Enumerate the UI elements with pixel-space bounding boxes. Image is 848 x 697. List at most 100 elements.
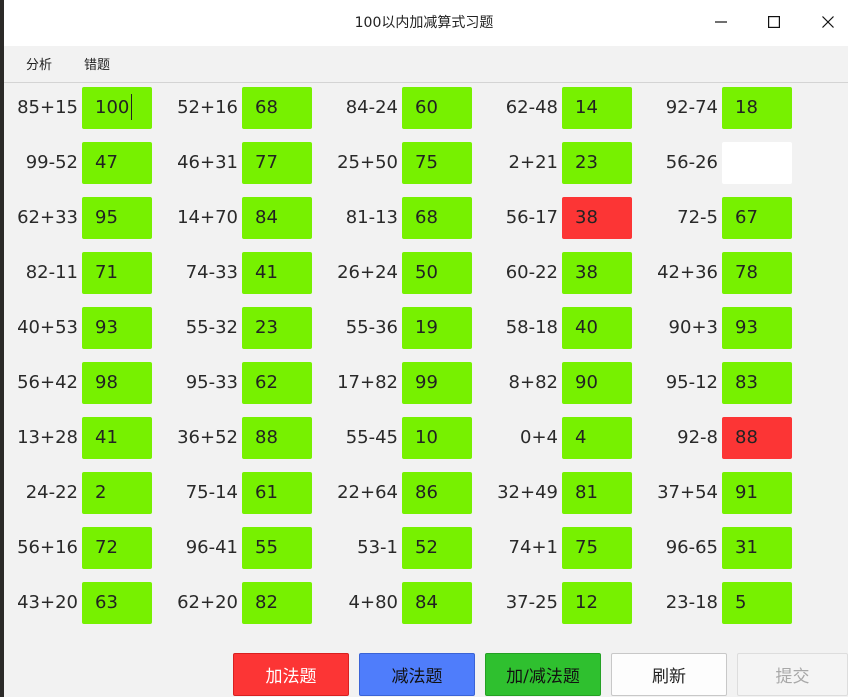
answer-field[interactable]: 19 — [402, 307, 472, 349]
answer-field[interactable]: 38 — [562, 252, 632, 294]
minimize-button[interactable] — [694, 0, 748, 44]
window-title: 100以内加减算式习题 — [354, 15, 494, 31]
maximize-button[interactable] — [747, 0, 801, 44]
problem-expression: 25+50 — [337, 152, 398, 173]
answer-field[interactable]: 84 — [242, 197, 312, 239]
answer-field[interactable]: 5 — [722, 582, 792, 624]
answer-field[interactable]: 23 — [242, 307, 312, 349]
problem-cell: 24-22 2 — [4, 471, 164, 515]
answer-field[interactable]: 4 — [562, 417, 632, 459]
problem-expression: 23-18 — [665, 592, 718, 613]
problem-expression: 22+64 — [337, 482, 398, 503]
answer-field[interactable]: 82 — [242, 582, 312, 624]
mixed-button[interactable]: 加/减法题 — [485, 653, 601, 696]
problem-cell: 75-14 61 — [164, 471, 324, 515]
problem-expression: 40+53 — [17, 317, 78, 338]
problem-expression: 55-32 — [185, 317, 238, 338]
answer-field[interactable]: 88 — [722, 417, 792, 459]
addition-button[interactable]: 加法题 — [233, 653, 349, 696]
answer-field[interactable]: 67 — [722, 197, 792, 239]
answer-field[interactable]: 68 — [242, 87, 312, 129]
title-bar: 100以内加减算式习题 — [4, 0, 848, 46]
problem-expression: 4+80 — [348, 592, 398, 613]
problem-expression: 13+28 — [17, 427, 78, 448]
answer-field[interactable]: 84 — [402, 582, 472, 624]
subtraction-button[interactable]: 减法题 — [359, 653, 475, 696]
answer-field[interactable]: 14 — [562, 87, 632, 129]
answer-field[interactable]: 75 — [562, 527, 632, 569]
problem-cell: 99-52 47 — [4, 141, 164, 185]
answer-field[interactable]: 50 — [402, 252, 472, 294]
answer-field[interactable]: 75 — [402, 142, 472, 184]
answer-field[interactable]: 31 — [722, 527, 792, 569]
answer-field[interactable]: 95 — [82, 197, 152, 239]
answer-field[interactable]: 100 — [82, 87, 152, 129]
answer-field[interactable]: 41 — [82, 417, 152, 459]
answer-field[interactable]: 18 — [722, 87, 792, 129]
problem-expression: 56+42 — [17, 372, 78, 393]
problem-expression: 96-41 — [185, 537, 238, 558]
answer-field[interactable]: 93 — [722, 307, 792, 349]
answer-field[interactable]: 40 — [562, 307, 632, 349]
menu-mistakes[interactable]: 错题 — [84, 58, 111, 73]
answer-field[interactable]: 12 — [562, 582, 632, 624]
answer-field[interactable]: 91 — [722, 472, 792, 514]
app-window: 100以内加减算式习题 分析 错题 85+15 100 52+16 68 84-24 60… — [4, 0, 848, 697]
answer-field[interactable]: 2 — [82, 472, 152, 514]
problem-expression: 0+4 — [520, 427, 558, 448]
answer-field[interactable]: 90 — [562, 362, 632, 404]
problem-cell: 55-45 10 — [324, 416, 484, 460]
minimize-icon — [715, 21, 727, 23]
problem-expression: 82-11 — [25, 262, 78, 283]
answer-field[interactable]: 55 — [242, 527, 312, 569]
problem-cell: 36+52 88 — [164, 416, 324, 460]
answer-field[interactable]: 47 — [82, 142, 152, 184]
problem-expression: 62+20 — [177, 592, 238, 613]
answer-field[interactable]: 63 — [82, 582, 152, 624]
answer-field[interactable]: 77 — [242, 142, 312, 184]
problem-cell: 13+28 41 — [4, 416, 164, 460]
problem-expression: 62+33 — [17, 207, 78, 228]
answer-field[interactable]: 93 — [82, 307, 152, 349]
answer-field[interactable]: 23 — [562, 142, 632, 184]
problem-cell: 46+31 77 — [164, 141, 324, 185]
problem-cell: 81-13 68 — [324, 196, 484, 240]
close-button[interactable] — [801, 0, 848, 44]
close-icon — [822, 16, 834, 28]
refresh-button[interactable]: 刷新 — [611, 653, 727, 696]
answer-field[interactable]: 60 — [402, 87, 472, 129]
answer-field[interactable]: 78 — [722, 252, 792, 294]
answer-field[interactable]: 38 — [562, 197, 632, 239]
answer-field[interactable]: 68 — [402, 197, 472, 239]
problem-cell: 82-11 71 — [4, 251, 164, 295]
answer-field[interactable]: 83 — [722, 362, 792, 404]
problem-expression: 8+82 — [508, 372, 558, 393]
answer-field[interactable]: 98 — [82, 362, 152, 404]
answer-field[interactable] — [722, 142, 792, 184]
problem-cell: 85+15 100 — [4, 86, 164, 130]
problem-expression: 74+1 — [508, 537, 558, 558]
answer-field[interactable]: 86 — [402, 472, 472, 514]
problem-cell: 92-8 88 — [644, 416, 804, 460]
problem-expression: 26+24 — [337, 262, 398, 283]
problem-expression: 72-5 — [677, 207, 718, 228]
answer-field[interactable]: 10 — [402, 417, 472, 459]
answer-field[interactable]: 62 — [242, 362, 312, 404]
answer-field[interactable]: 52 — [402, 527, 472, 569]
answer-field[interactable]: 61 — [242, 472, 312, 514]
problem-cell: 96-65 31 — [644, 526, 804, 570]
answer-field[interactable]: 41 — [242, 252, 312, 294]
problem-cell: 43+20 63 — [4, 581, 164, 625]
answer-field[interactable]: 99 — [402, 362, 472, 404]
answer-field[interactable]: 88 — [242, 417, 312, 459]
problem-cell: 22+64 86 — [324, 471, 484, 515]
answer-field[interactable]: 81 — [562, 472, 632, 514]
answer-field[interactable]: 71 — [82, 252, 152, 294]
problem-expression: 55-36 — [345, 317, 398, 338]
answer-field[interactable]: 72 — [82, 527, 152, 569]
problem-cell: 60-22 38 — [484, 251, 644, 295]
menu-analysis[interactable]: 分析 — [26, 58, 53, 73]
problem-cell: 4+80 84 — [324, 581, 484, 625]
problem-cell: 56+16 72 — [4, 526, 164, 570]
problem-expression: 95-12 — [665, 372, 718, 393]
